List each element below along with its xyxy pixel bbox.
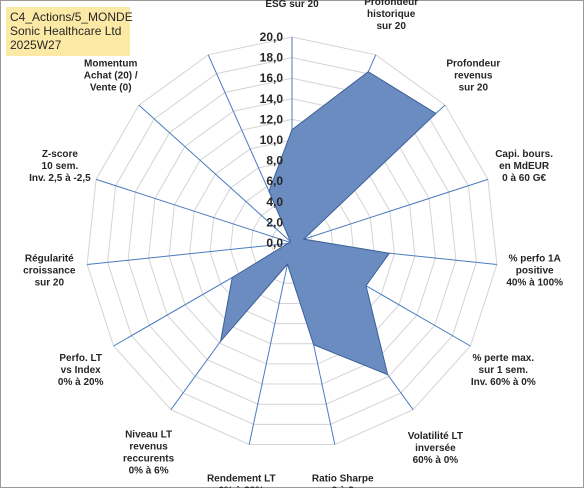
radar-tick-labels: 0,0 2,0 4,0 6,0 8,0 10,0 12,0 14,0 16,0 18,0 20,0 — [260, 30, 284, 250]
grid-ring-8 — [127, 77, 457, 405]
axis-label-7: Volatilité LT inversée 60% à 0% — [408, 431, 463, 466]
radar-spoke-4 — [291, 178, 489, 244]
grid-ring-4 — [209, 160, 375, 325]
grid-ring-10 — [86, 36, 498, 445]
tick-label: 10,0 — [260, 133, 284, 147]
grid-ring-7 — [148, 98, 436, 385]
tick-label: 18,0 — [260, 51, 284, 65]
tick-label: 4,0 — [266, 195, 283, 209]
tick-label: 2,0 — [266, 215, 283, 229]
grid-ring-2 — [250, 201, 334, 284]
radar-series-area — [219, 71, 437, 376]
header-line-1: C4_Actions/5_MONDE — [10, 10, 133, 24]
tick-label: 12,0 — [260, 112, 284, 126]
axis-label-13: Z-score 10 sem. Inv. 2,5 à -2,5 — [29, 149, 91, 184]
radar-spoke-13 — [95, 178, 293, 244]
axis-label-6: % perte max. sur 1 sem. Inv. 60% à 0% — [471, 353, 536, 388]
tick-label: 16,0 — [260, 71, 284, 85]
axis-label-4: Capi. bours. en MdEUR 0 à 60 G€ — [495, 149, 553, 184]
grid-ring-9 — [107, 57, 477, 425]
axis-label-5: % perfo 1A positive 40% à 100% — [506, 253, 563, 288]
axis-label-1: NoteESG sur 20 — [265, 0, 319, 10]
radar-spoke-14 — [138, 104, 293, 244]
grid-ring-3 — [230, 180, 354, 304]
axis-label-12: Régularité croissance sur 20 — [23, 253, 76, 288]
grid-ring-5 — [189, 139, 395, 345]
radar-spoke-12 — [87, 242, 293, 266]
tick-label: 6,0 — [266, 174, 283, 188]
axis-label-9: Rendement LT0% à 30% — [207, 474, 276, 488]
chart-header-box: C4_Actions/5_MONDE Sonic Healthcare Ltd … — [6, 7, 133, 56]
axis-label-2: Profondeur historique sur 20 — [364, 0, 418, 32]
axis-label-3: Profondeur revenus sur 20 — [446, 58, 500, 93]
tick-label: 20,0 — [260, 30, 284, 44]
tick-label: 8,0 — [266, 154, 283, 168]
axis-label-10: Niveau LT revenus reccurents 0% à 6% — [123, 430, 175, 477]
axis-label-14: Momentum Achat (20) / Vente (0) — [84, 58, 138, 93]
radar-spoke-9 — [248, 242, 293, 445]
axis-label-8: Ratio Sharpe0 à 2 — [312, 474, 374, 488]
header-line-2: Sonic Healthcare Ltd — [10, 24, 122, 38]
radar-series — [219, 71, 437, 376]
tick-label: 14,0 — [260, 92, 284, 106]
grid-ring-6 — [168, 118, 416, 365]
header-line-3: 2025W27 — [10, 38, 62, 52]
tick-label: 0,0 — [266, 236, 283, 250]
axis-label-11: Perfo. LT vs Index 0% à 20% — [58, 353, 104, 388]
